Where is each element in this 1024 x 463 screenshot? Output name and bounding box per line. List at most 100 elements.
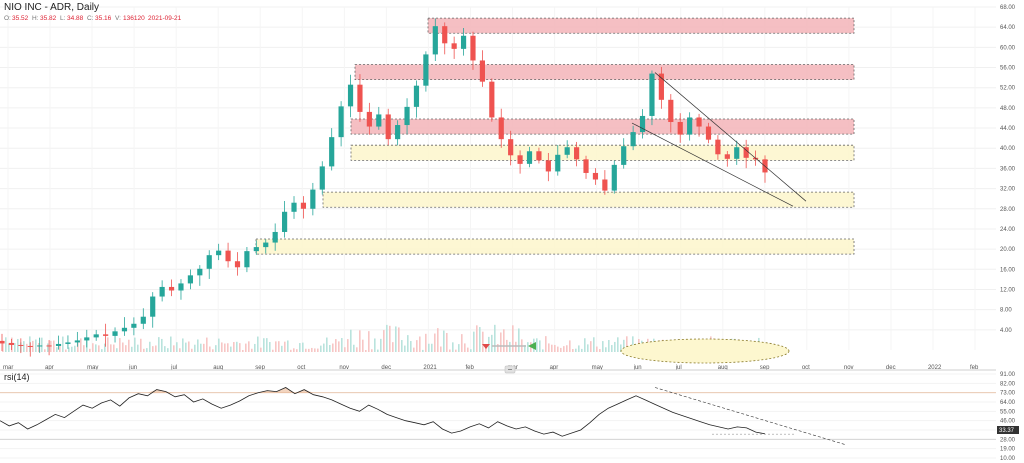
resistance-zone <box>427 17 855 34</box>
volume-bar <box>38 342 40 352</box>
time-tick-label: nov <box>339 365 349 371</box>
volume-bar <box>323 343 325 352</box>
volume-bar <box>398 327 400 352</box>
candle-body <box>18 344 24 346</box>
volume-bar <box>548 343 550 352</box>
candle-body <box>310 189 316 209</box>
candle-body <box>140 316 146 324</box>
rsi-tick-label: 64.00 <box>1000 400 1016 406</box>
price-tick-label: 24.00 <box>1000 227 1016 233</box>
candle-body <box>84 337 90 341</box>
candle-body <box>366 111 372 127</box>
o-value: 35.52 <box>12 15 29 22</box>
candle-body <box>253 247 259 252</box>
volume-bar <box>158 337 160 352</box>
volume-bar <box>77 341 79 352</box>
volume-bar <box>623 339 625 352</box>
volume-bar <box>107 337 109 352</box>
volume-bar <box>422 349 424 352</box>
chart-title: NIO INC - ADR, Daily <box>4 2 99 13</box>
volume-bar <box>542 349 544 352</box>
candle-body <box>65 342 71 344</box>
volume-bar <box>500 332 502 352</box>
volume-bar <box>203 343 205 352</box>
time-tick-label: jun <box>128 365 137 371</box>
scroll-handle-icon[interactable] <box>504 365 516 374</box>
volume-bar <box>182 338 184 352</box>
time-tick-label: may <box>87 365 98 371</box>
candle-body <box>159 286 165 297</box>
volume-bar <box>254 343 256 352</box>
time-tick-label: sep <box>255 365 265 371</box>
volume-bar <box>419 336 421 352</box>
volume-bar <box>518 328 520 352</box>
volume-bar <box>35 339 37 352</box>
volume-bar <box>143 348 145 352</box>
time-tick-label: aug <box>213 365 223 371</box>
candles <box>0 18 768 357</box>
volume-bar <box>110 344 112 352</box>
volume-bar <box>611 345 613 352</box>
candle-body <box>27 345 33 347</box>
candle-body <box>696 117 702 127</box>
volume-bar <box>299 343 301 352</box>
volume-bar <box>197 339 199 352</box>
volume-bar <box>347 339 349 352</box>
volume-bar <box>104 343 106 352</box>
h-label: H: <box>32 15 39 22</box>
time-tick-label: dec <box>886 365 896 371</box>
volume-bar <box>290 349 292 352</box>
volume-bar <box>65 349 67 352</box>
volume-bar <box>239 343 241 352</box>
time-tick-label: jul <box>675 365 682 371</box>
candle-body <box>498 117 504 140</box>
volume-bar <box>47 343 49 352</box>
volume-bar <box>545 336 547 352</box>
volume-bar <box>29 336 31 352</box>
volume-bar <box>56 347 58 352</box>
volume-bar <box>119 338 121 352</box>
candle-body <box>639 115 646 133</box>
volume-bar <box>200 343 202 352</box>
candle-body <box>206 255 212 269</box>
volume-bar <box>593 337 595 352</box>
volume-bar <box>536 338 538 352</box>
volume-bar <box>89 348 91 352</box>
volume-bar <box>227 343 229 352</box>
volume-bar <box>161 338 163 352</box>
price-tick-label: 8.00 <box>1000 308 1012 314</box>
volume-bar <box>128 339 130 352</box>
candle-body <box>131 323 137 328</box>
marker-tool-icon[interactable] <box>482 342 536 350</box>
candle-body <box>677 122 683 135</box>
candle-body <box>592 172 599 180</box>
volume-bar <box>17 338 19 352</box>
price-tick-label: 12.00 <box>1000 287 1016 293</box>
volume-bar <box>569 340 571 352</box>
volume-bar <box>413 347 415 352</box>
volume-bar <box>428 343 430 352</box>
time-tick-label: aug <box>718 365 728 371</box>
volume-bar <box>407 335 409 352</box>
time-tick-label: sep <box>760 365 770 371</box>
volume-bar <box>464 343 466 352</box>
volume-bar <box>470 349 472 352</box>
time-tick-label: may <box>592 365 603 371</box>
volume-bar <box>272 349 274 352</box>
volume-bar <box>59 345 61 352</box>
resistance-zone <box>354 64 855 81</box>
volume-bar <box>329 344 331 352</box>
volume-bar <box>74 345 76 352</box>
volume-bar <box>479 327 481 352</box>
volume-bar <box>194 344 196 352</box>
volume-bar <box>440 346 442 352</box>
volume-bar <box>632 336 634 352</box>
volume-bar <box>26 343 28 352</box>
volume-bar <box>383 330 385 352</box>
volume-bar <box>596 346 598 352</box>
candle-body <box>715 139 721 155</box>
volume-bar <box>356 347 358 352</box>
candle-body <box>517 155 523 164</box>
volume-bar <box>617 337 619 352</box>
candle-body <box>470 35 476 61</box>
